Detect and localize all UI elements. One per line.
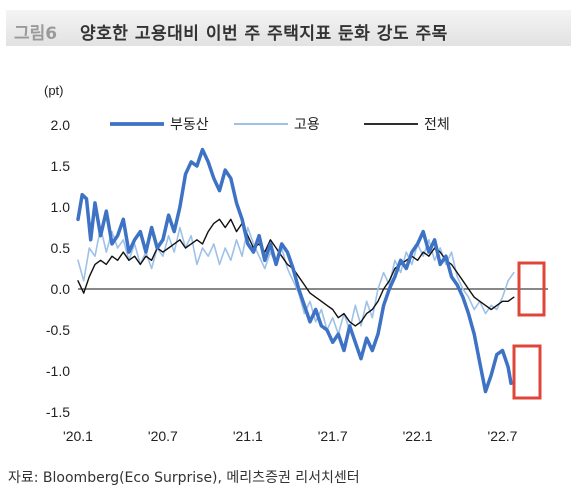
highlight-boxes: [512, 261, 546, 400]
legend: 부동산 고용 전체: [110, 117, 450, 133]
y-tick-label: 0.5: [51, 240, 71, 256]
y-tick-label: 2.0: [51, 117, 71, 133]
y-tick-label: -1.0: [46, 363, 70, 379]
x-tick-label: '20.1: [63, 428, 93, 444]
x-tick-label: '22.1: [403, 428, 433, 444]
legend-label-employment: 고용: [294, 117, 320, 133]
y-axis-ticks: 2.0 1.5 1.0 0.5 0.0 -0.5 -1.0 -1.5: [46, 117, 548, 420]
y-tick-label: -0.5: [46, 322, 70, 338]
series-line-employment: [77, 226, 515, 335]
x-axis-ticks: '20.1 '20.7 '21.1 '21.7 '22.1 '22.7: [63, 428, 518, 444]
x-tick-label: '22.7: [488, 428, 518, 444]
y-tick-label: 1.5: [51, 158, 71, 174]
source-note: 자료: Bloomberg(Eco Surprise), 메리츠증권 리서치센터: [8, 470, 360, 486]
series-lines: [76, 147, 515, 394]
x-tick-label: '21.7: [318, 428, 348, 444]
figure-label: 그림6: [14, 24, 58, 44]
y-tick-label: 1.0: [51, 199, 71, 215]
highlight-box-employment: [517, 261, 546, 317]
legend-label-realestate: 부동산: [170, 117, 209, 133]
figure-title: 양호한 고용대비 이번 주 주택지표 둔화 강도 주목: [80, 24, 448, 44]
y-tick-label: -1.5: [46, 404, 70, 420]
x-tick-label: '21.1: [233, 428, 263, 444]
x-tick-label: '20.7: [148, 428, 178, 444]
unit-label: (pt): [44, 83, 64, 98]
chart: (pt) 2.01.51.00.50.0-0.5-1.0-1.5 '20.1'2…: [44, 83, 548, 444]
legend-label-total: 전체: [424, 117, 450, 133]
series-line-realestate: [76, 147, 513, 394]
y-tick-label: 0.0: [51, 281, 71, 297]
title-bar: [6, 10, 571, 46]
highlight-box-realestate: [512, 344, 542, 400]
